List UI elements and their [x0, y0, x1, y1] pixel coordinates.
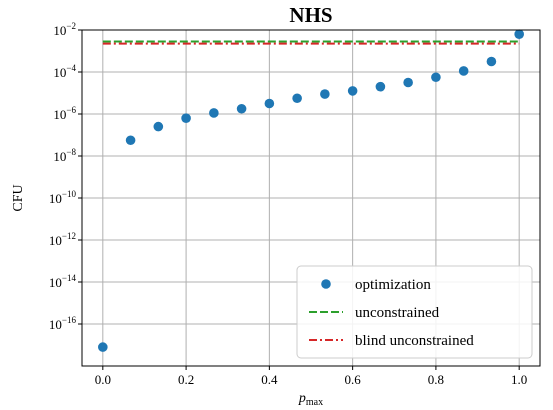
series-0-point-3 [181, 113, 191, 123]
series-0-point-9 [347, 86, 358, 96]
series-0-point-14 [486, 56, 497, 67]
x-axis-label-main: p [298, 391, 306, 406]
x-tick-label-0: 0.0 [95, 372, 111, 387]
y-tick-label-2: 10−6 [53, 105, 76, 122]
legend-label-1: unconstrained [355, 305, 440, 321]
x-axis-label-subscript: max [306, 397, 323, 408]
axis-ticks: 0.0 0.2 0.4 0.6 0.8 1.0 10−2 10−4 10−6 10−8 10−10 1… [49, 21, 527, 387]
series-0-point-8 [320, 89, 330, 99]
x-tick-label-1: 0.2 [178, 372, 194, 387]
series-0-point-1 [125, 135, 136, 146]
series-0-point-7 [292, 93, 302, 104]
series-0-point-11 [403, 77, 413, 88]
legend-label-2: blind unconstrained [355, 333, 474, 349]
y-tick-label-3: 10−8 [53, 147, 76, 164]
series-0-point-2 [153, 121, 164, 132]
x-axis-label: pmax [298, 391, 323, 408]
x-tick-label-2: 0.4 [261, 372, 278, 387]
legend-swatch-0 [321, 279, 331, 289]
y-tick-label-1: 10−4 [53, 63, 76, 80]
series-0-point-10 [375, 81, 386, 92]
plot-series [98, 29, 524, 352]
y-tick-label-0: 10−2 [53, 21, 76, 38]
series-0-point-6 [264, 98, 275, 109]
y-axis-label: CFU [11, 184, 26, 211]
series-0-point-5 [236, 103, 247, 114]
chart-title: NHS [289, 3, 332, 27]
series-0-point-0 [98, 342, 108, 352]
x-tick-label-3: 0.6 [345, 372, 362, 387]
y-tick-label-6: 10−14 [49, 273, 77, 290]
legend-box [296, 265, 533, 359]
series-0-point-15 [514, 29, 524, 39]
series-0-point-13 [458, 66, 469, 76]
legend-label-0: optimization [355, 277, 431, 293]
series-0-point-12 [431, 72, 441, 83]
series-0-point-4 [209, 108, 219, 118]
x-tick-label-5: 1.0 [511, 372, 527, 387]
y-tick-label-7: 10−16 [49, 315, 77, 332]
x-tick-label-4: 0.8 [428, 372, 444, 387]
y-tick-label-4: 10−10 [49, 189, 77, 206]
y-tick-label-5: 10−12 [49, 231, 76, 248]
legend: optimization unconstrained blind unconstra… [296, 265, 533, 359]
